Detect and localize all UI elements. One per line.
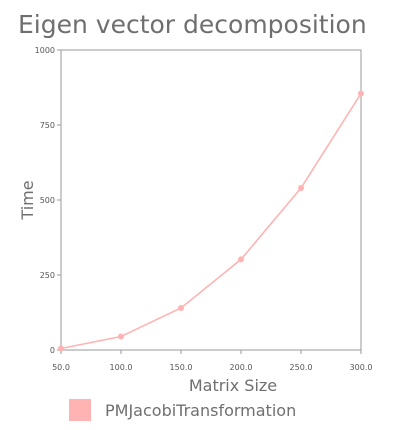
- x-tick-label: 50.0: [52, 363, 70, 372]
- x-tick-label: 100.0: [110, 363, 133, 372]
- data-point: [58, 345, 64, 352]
- legend[interactable]: PMJacobiTransformation: [69, 399, 296, 421]
- y-tick-label: 500: [40, 196, 55, 205]
- y-tick-label: 750: [40, 121, 55, 130]
- x-tick-label: 200.0: [230, 363, 253, 372]
- data-point: [358, 90, 364, 97]
- y-tick-label: 1000: [35, 46, 55, 55]
- x-tick-label: 300.0: [350, 363, 373, 372]
- legend-swatch: [69, 399, 91, 421]
- plot-frame: [60, 49, 362, 351]
- y-axis: 0 250 500 750 1000: [35, 46, 61, 355]
- legend-label: PMJacobiTransformation: [105, 401, 296, 420]
- y-tick-label: 0: [50, 346, 55, 355]
- y-axis-label: Time: [18, 180, 37, 220]
- x-tick-label: 250.0: [290, 363, 313, 372]
- data-point: [238, 256, 244, 263]
- series-layer: [58, 90, 364, 352]
- x-tick-label: 150.0: [170, 363, 193, 372]
- chart-title: Eigen vector decomposition: [18, 10, 367, 39]
- y-tick-label: 250: [40, 271, 55, 280]
- data-point: [298, 185, 304, 191]
- series-line: [60, 93, 362, 350]
- x-axis: 50.0 100.0 150.0 200.0 250.0 300.0: [52, 350, 372, 372]
- data-point: [178, 305, 184, 311]
- x-axis-label: Matrix Size: [189, 376, 277, 395]
- data-point: [118, 333, 124, 340]
